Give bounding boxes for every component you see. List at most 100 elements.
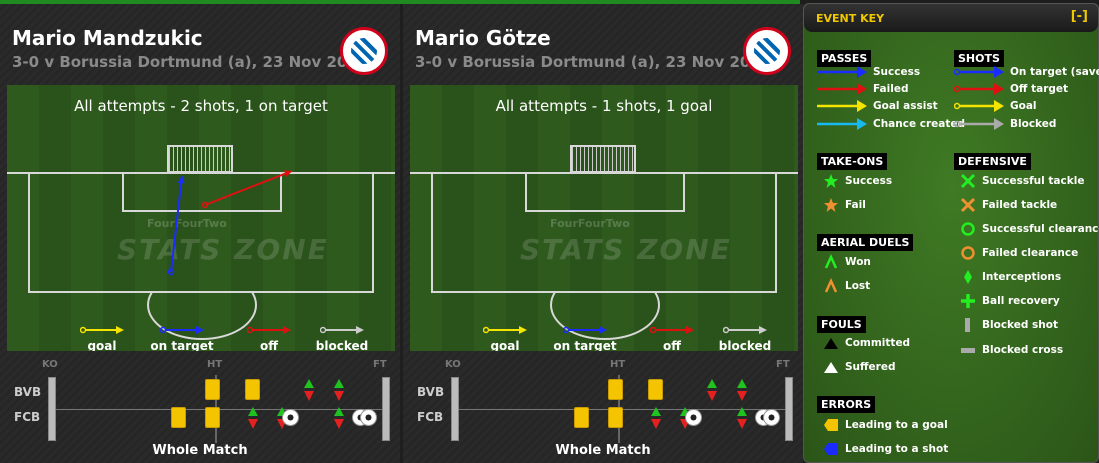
yellow-card-icon[interactable] <box>608 407 623 428</box>
kickoff-label: KO <box>445 359 461 370</box>
goal-line <box>7 172 395 174</box>
player-panel: Mario Mandzukic 3-0 v Borussia Dortmund (… <box>0 4 400 463</box>
watermark-brand: FourFourTwo <box>147 217 227 230</box>
legend-arrow-icon <box>650 326 694 334</box>
goal <box>167 145 233 173</box>
goal-ball-icon[interactable] <box>282 409 299 426</box>
club-badge-logo <box>743 27 791 75</box>
shot-arrow-icon <box>954 118 1004 130</box>
event-key-item-label: Ball recovery <box>982 295 1060 307</box>
event-key-item: Failed <box>817 83 908 95</box>
pitch-view: All attempts - 2 shots, 1 on target FourF… <box>7 85 395 351</box>
event-key-item: Failed tackle <box>960 197 1057 213</box>
event-key-item: Success <box>817 66 920 78</box>
match-info: 3-0 v Borussia Dortmund (a), 23 Nov 2013 <box>12 53 369 71</box>
hbar-icon <box>961 348 975 353</box>
substitution-icon[interactable] <box>707 379 717 401</box>
yellow-card-icon[interactable] <box>205 407 220 428</box>
goal-ball-icon[interactable] <box>763 409 780 426</box>
badge-diamonds <box>351 38 377 64</box>
event-key-item: Committed <box>823 335 910 351</box>
substitution-icon[interactable] <box>737 379 747 401</box>
player-panel: Mario Götze 3-0 v Borussia Dortmund (a), … <box>403 4 803 463</box>
substitution-icon[interactable] <box>334 407 344 429</box>
event-key-section-title: ERRORS <box>817 396 876 413</box>
event-key-item-label: Failed <box>873 83 909 95</box>
yellow-card-icon[interactable] <box>205 379 220 400</box>
legend-arrow-icon <box>723 326 767 334</box>
match-info: 3-0 v Borussia Dortmund (a), 23 Nov 2013 <box>415 53 772 71</box>
timeline-axis <box>459 409 787 410</box>
event-key-header: EVENT KEY [-] <box>804 4 1098 32</box>
event-key-item: Successful tackle <box>960 173 1084 189</box>
legend-item: blocked <box>315 325 370 351</box>
vbar-icon <box>965 318 970 332</box>
circle-icon <box>961 222 975 236</box>
caret-icon <box>824 278 838 293</box>
pitch-title: All attempts - 1 shots, 1 goal <box>495 97 713 115</box>
timeline-axis <box>56 409 384 410</box>
legend-arrow-icon <box>563 326 607 334</box>
fulltime-label: FT <box>373 359 387 370</box>
yellow-card-icon[interactable] <box>171 407 186 428</box>
player-name: Mario Götze <box>415 26 551 50</box>
yellow-card-icon[interactable] <box>574 407 589 428</box>
event-key-item-label: Blocked <box>1010 118 1057 130</box>
diamond-icon <box>964 270 972 284</box>
pitch-title: All attempts - 2 shots, 1 on target <box>74 97 328 115</box>
triangle-icon <box>824 362 838 373</box>
shot-arrow-icon <box>954 100 1004 112</box>
legend-item: on target (saved) <box>535 325 635 351</box>
event-key-title: EVENT KEY <box>816 12 885 25</box>
substitution-icon[interactable] <box>651 407 661 429</box>
shot-arrowhead <box>284 170 292 177</box>
shot-arrowhead <box>177 176 185 184</box>
yellow-card-icon[interactable] <box>245 379 260 400</box>
substitution-icon[interactable] <box>248 407 258 429</box>
shot-line <box>204 170 293 206</box>
yellow-card-icon[interactable] <box>608 379 623 400</box>
shot-line <box>170 175 183 273</box>
watermark-brand: FourFourTwo <box>550 217 630 230</box>
star-icon <box>824 174 838 188</box>
event-key-item-label: Suffered <box>845 361 896 373</box>
event-key-item-label: Failed tackle <box>982 199 1058 211</box>
legend-label: on target (saved) <box>150 339 214 351</box>
event-key-section-title: TAKE-ONS <box>817 153 888 170</box>
event-key-item: Successful clearance <box>960 221 1099 237</box>
yellow-card-icon[interactable] <box>648 379 663 400</box>
watermark-product: STATS ZONE <box>520 233 732 266</box>
substitution-icon[interactable] <box>304 379 314 401</box>
collapse-button[interactable]: [-] <box>1070 9 1088 24</box>
substitution-icon[interactable] <box>737 407 747 429</box>
period-label: Whole Match <box>152 443 248 458</box>
six-yard-box <box>525 172 685 212</box>
cross-icon <box>960 197 976 213</box>
event-key-item: Success <box>823 173 892 189</box>
match-timeline: KO HT FT BVB FCB Whole Match <box>403 355 803 463</box>
legend-item: goal <box>478 325 533 351</box>
event-key-item: On target (saved) <box>954 66 1099 78</box>
fulltime-post <box>785 377 793 441</box>
legend-item: off target <box>238 325 300 351</box>
cross-icon <box>960 173 976 189</box>
penalty-area <box>28 172 374 293</box>
period-label: Whole Match <box>555 443 651 458</box>
plus-icon <box>961 294 975 308</box>
player-name: Mario Mandzukic <box>12 26 203 50</box>
shot-origin <box>201 201 209 209</box>
substitution-icon[interactable] <box>334 379 344 401</box>
goal-line <box>410 172 798 174</box>
team-fcb-label: FCB <box>417 410 444 424</box>
legend-item: off target <box>641 325 703 351</box>
legend-label: off target <box>663 339 681 351</box>
event-key-item: Goal assist <box>817 100 938 112</box>
event-key-item: Blocked cross <box>960 342 1063 358</box>
event-key-item: Won <box>823 254 871 270</box>
pass-arrow-icon <box>817 66 867 78</box>
event-key-section-title: AERIAL DUELS <box>817 234 914 251</box>
event-key-item: Fail <box>823 197 866 213</box>
goal-ball-icon[interactable] <box>685 409 702 426</box>
pass-arrow-icon <box>817 83 867 95</box>
goal-ball-icon[interactable] <box>360 409 377 426</box>
